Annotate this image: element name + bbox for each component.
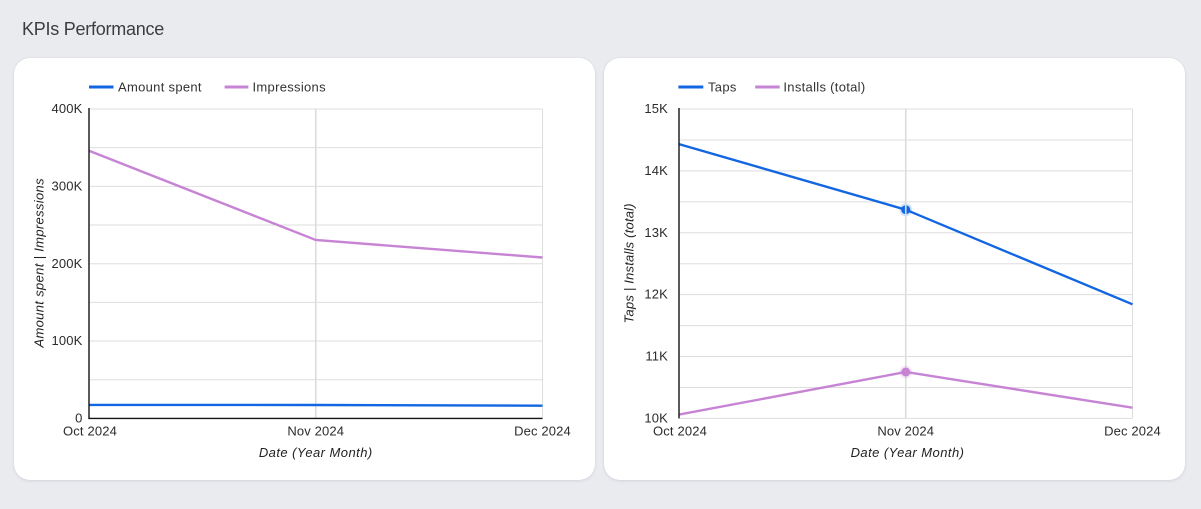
svg-text:12K: 12K xyxy=(644,287,668,302)
svg-text:Taps: Taps xyxy=(708,80,737,95)
svg-text:Installs (total): Installs (total) xyxy=(783,80,865,95)
svg-text:14K: 14K xyxy=(644,163,668,178)
svg-text:Date (Year Month): Date (Year Month) xyxy=(851,445,965,460)
svg-text:0: 0 xyxy=(75,411,82,426)
svg-text:11K: 11K xyxy=(645,349,668,364)
svg-text:Nov 2024: Nov 2024 xyxy=(877,424,934,439)
svg-text:Amount spent | Impressions: Amount spent | Impressions xyxy=(32,178,47,349)
svg-text:200K: 200K xyxy=(52,256,83,271)
svg-text:Taps | Installs (total): Taps | Installs (total) xyxy=(622,203,637,323)
svg-text:Oct 2024: Oct 2024 xyxy=(63,424,117,439)
svg-text:400K: 400K xyxy=(52,101,83,116)
svg-text:Date (Year Month): Date (Year Month) xyxy=(259,445,373,460)
svg-text:Dec 2024: Dec 2024 xyxy=(1104,424,1161,439)
svg-text:Amount spent: Amount spent xyxy=(118,80,202,95)
svg-text:Nov 2024: Nov 2024 xyxy=(287,424,344,439)
svg-text:300K: 300K xyxy=(52,179,83,194)
svg-text:Impressions: Impressions xyxy=(253,80,327,95)
svg-text:10K: 10K xyxy=(644,411,668,426)
svg-text:Dec 2024: Dec 2024 xyxy=(514,424,571,439)
svg-text:Oct 2024: Oct 2024 xyxy=(653,424,707,439)
svg-text:15K: 15K xyxy=(644,101,668,116)
svg-text:100K: 100K xyxy=(52,333,83,348)
svg-text:13K: 13K xyxy=(644,225,668,240)
